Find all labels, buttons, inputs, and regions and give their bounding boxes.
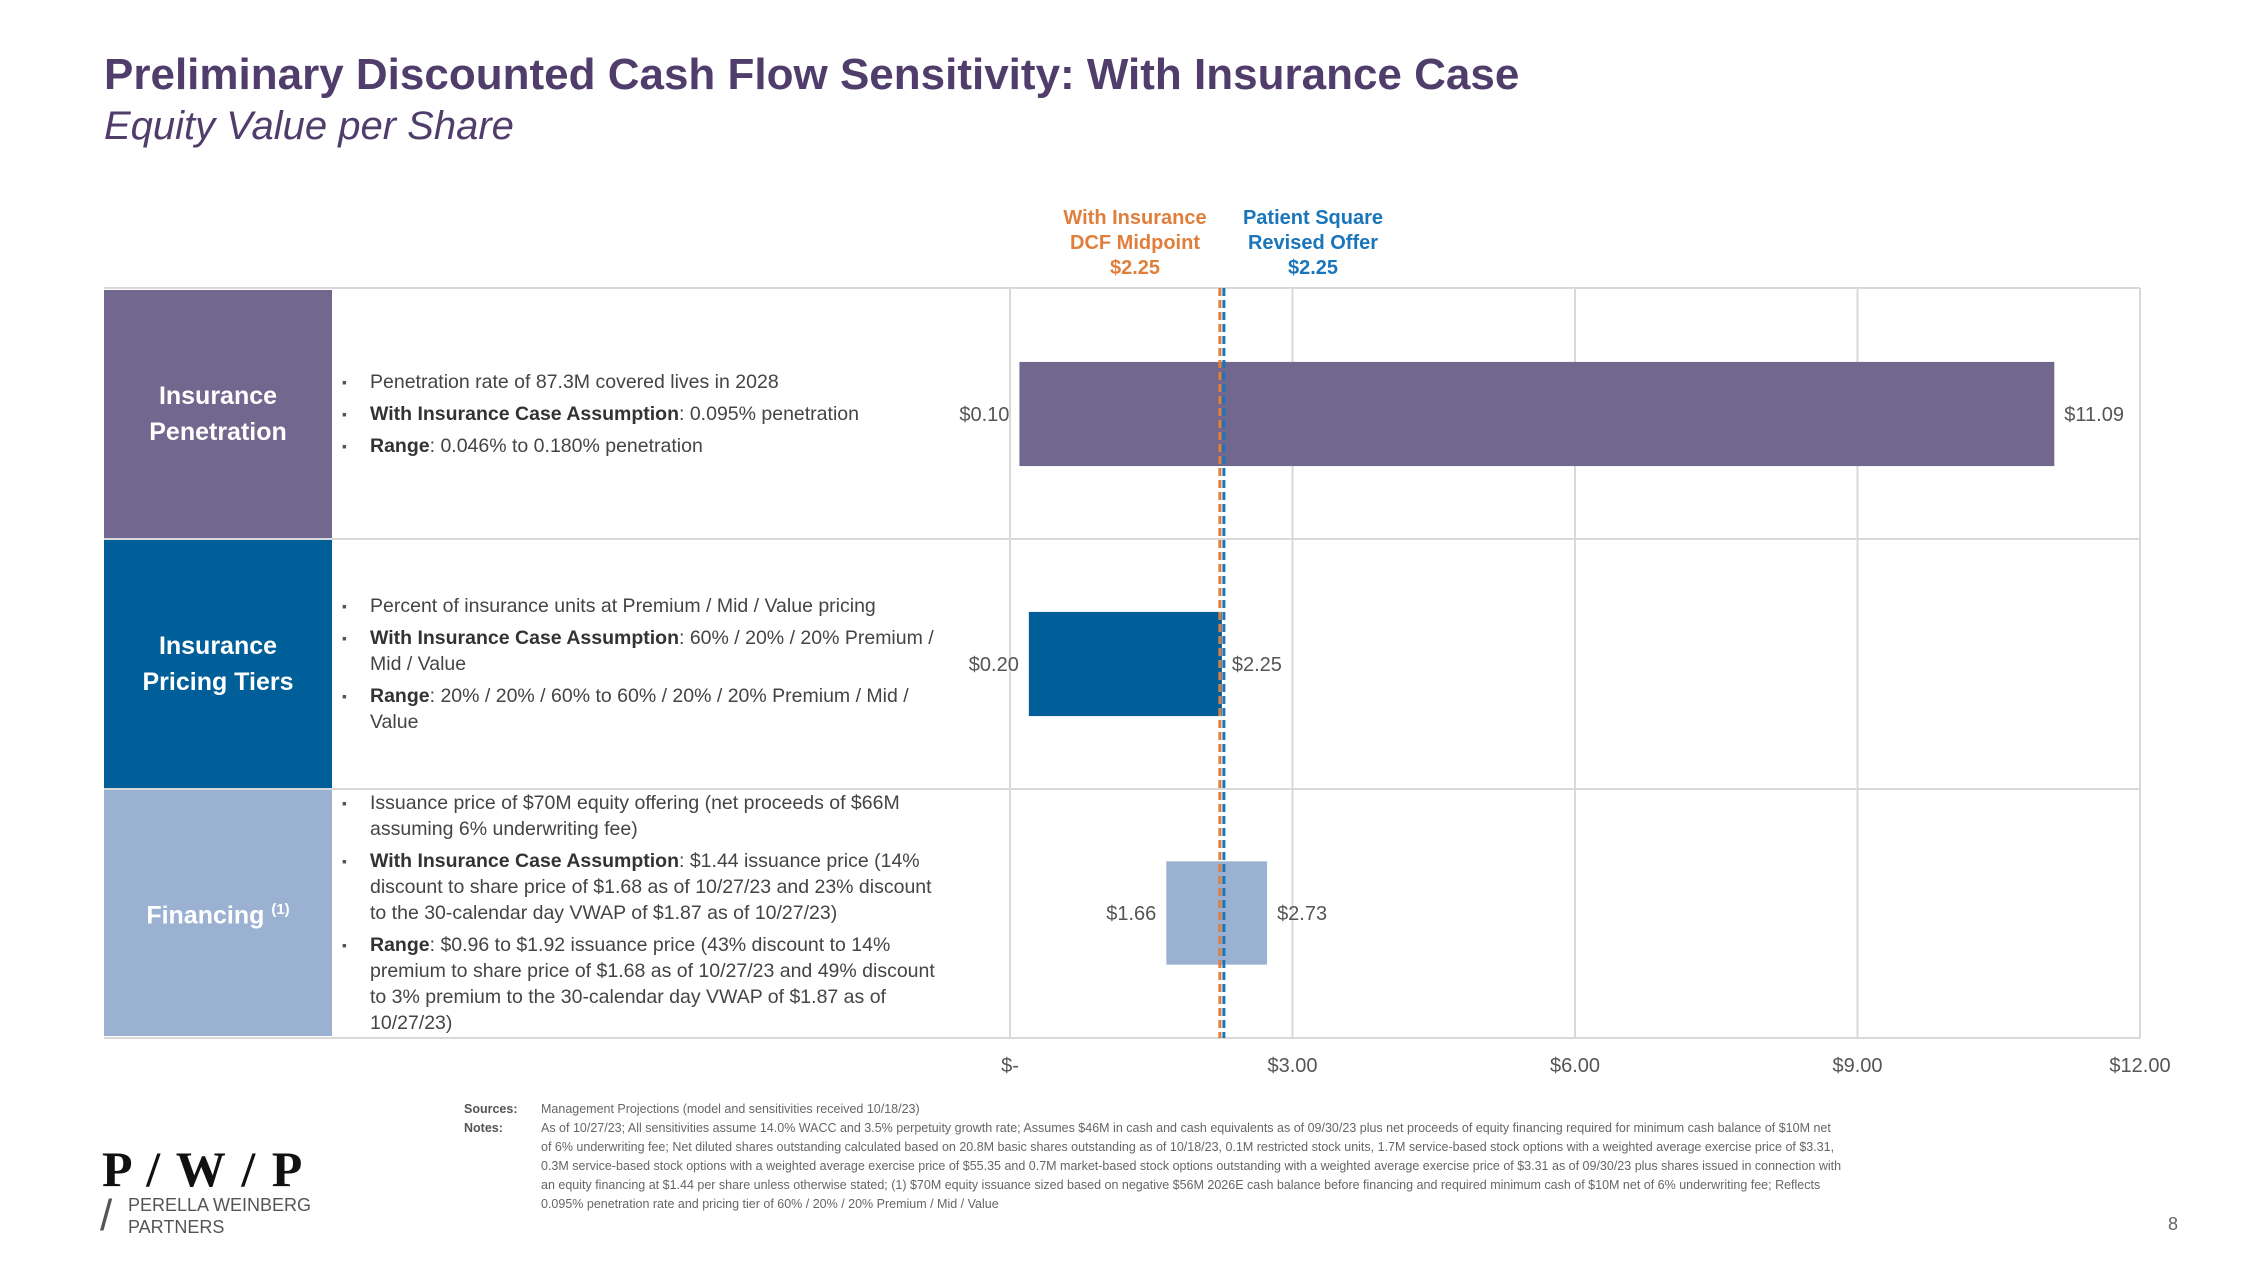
row-insurance-pricing-tiers: Insurance Pricing Tiers Percent of insur… xyxy=(104,540,2141,788)
page-number: 8 xyxy=(2168,1214,2179,1234)
bar-high-label: $2.73 xyxy=(1277,903,1327,925)
x-tick-label: $12.00 xyxy=(2109,1055,2170,1077)
x-tick-label: $9.00 xyxy=(1832,1055,1882,1077)
offer-label-line1: Patient Square xyxy=(1242,207,1384,229)
revised-offer-label: Patient Square Revised Offer $2.25 xyxy=(1213,206,1413,281)
row-label-line1: Insurance xyxy=(158,382,278,410)
footnotes: Sources: Management Projections (model a… xyxy=(464,1100,1844,1214)
bullet: Penetration rate of 87.3M covered lives … xyxy=(340,369,1080,395)
notes-label: Notes: xyxy=(464,1121,503,1135)
dcf-label-line1: With Insurance xyxy=(1063,207,1207,229)
dcf-midpoint-label: With Insurance DCF Midpoint $2.25 xyxy=(1035,206,1235,281)
bullet: Issuance price of $70M equity offering (… xyxy=(340,790,940,842)
bullet: With Insurance Case Assumption: 60% / 20… xyxy=(340,625,940,677)
company-logo: P / W / P / PERELLA WEINBERG PARTNERS xyxy=(100,1140,311,1238)
row-label-line2: Penetration xyxy=(149,418,287,446)
bullet: Range: 0.046% to 0.180% penetration xyxy=(340,433,1080,459)
offer-label-value: $2.25 xyxy=(1287,257,1339,279)
row-label-insurance-pricing-tiers: Insurance Pricing Tiers xyxy=(104,540,332,788)
row-financing: Financing (1) Issuance price of $70M equ… xyxy=(104,790,2141,1036)
bar xyxy=(1028,611,1222,717)
bullet: With Insurance Case Assumption: 0.095% p… xyxy=(340,401,1080,427)
footnote-marker: (1) xyxy=(271,901,290,919)
page-subtitle: Equity Value per Share xyxy=(104,104,514,148)
row-label-line1: Insurance xyxy=(158,632,278,660)
bullet: Range: $0.96 to $1.92 issuance price (43… xyxy=(340,932,940,1036)
row-description: Percent of insurance units at Premium / … xyxy=(340,540,940,788)
bar xyxy=(1019,361,2055,467)
row-label-line1: Financing xyxy=(146,901,265,930)
bar-high-label: $2.25 xyxy=(1232,654,1282,676)
bullet: Range: 20% / 20% / 60% to 60% / 20% / 20… xyxy=(340,683,940,735)
bullet: Percent of insurance units at Premium / … xyxy=(340,593,940,619)
dcf-label-line2: DCF Midpoint xyxy=(1070,232,1200,254)
row-label-financing: Financing (1) xyxy=(104,790,332,1036)
offer-label-line2: Revised Offer xyxy=(1247,232,1379,254)
bar-high-label: $11.09 xyxy=(2064,404,2124,426)
row-label-line2: Pricing Tiers xyxy=(142,668,294,696)
x-tick-label: $3.00 xyxy=(1267,1055,1317,1077)
row-insurance-penetration: Insurance Penetration Penetration rate o… xyxy=(104,290,2141,538)
bar xyxy=(1166,861,1268,965)
x-tick-label: $6.00 xyxy=(1550,1055,1600,1077)
logo-mark: P / W / P xyxy=(102,1141,305,1197)
sources-text: Management Projections (model and sensit… xyxy=(541,1102,920,1116)
page-title: Preliminary Discounted Cash Flow Sensiti… xyxy=(104,50,1520,99)
row-label-insurance-penetration: Insurance Penetration xyxy=(104,290,332,538)
bar-low-label: $1.66 xyxy=(1106,903,1156,925)
x-tick-label: $- xyxy=(1001,1055,1019,1077)
row-description: Issuance price of $70M equity offering (… xyxy=(340,790,940,1036)
logo-wordmark: PERELLA WEINBERG PARTNERS xyxy=(128,1195,312,1237)
row-description: Penetration rate of 87.3M covered lives … xyxy=(340,290,1080,538)
bar-low-label: $0.20 xyxy=(969,654,1019,676)
dcf-label-value: $2.25 xyxy=(1109,257,1161,279)
sources-label: Sources: xyxy=(464,1102,518,1116)
bullet: With Insurance Case Assumption: $1.44 is… xyxy=(340,848,940,926)
notes-text: As of 10/27/23; All sensitivities assume… xyxy=(541,1121,1842,1211)
logo-slash-icon: / xyxy=(100,1191,113,1240)
